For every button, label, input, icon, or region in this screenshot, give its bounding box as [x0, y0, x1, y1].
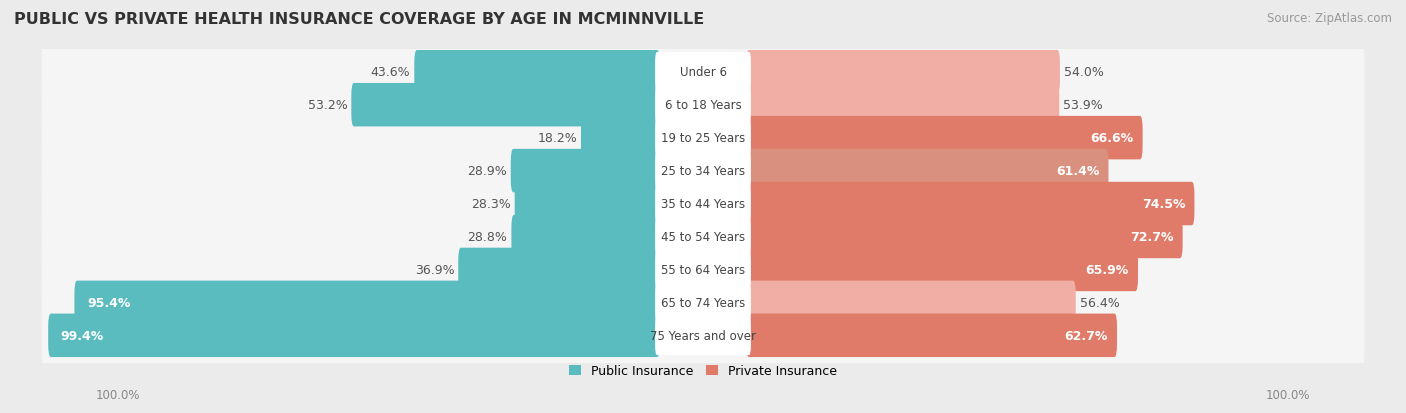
Text: 65.9%: 65.9% [1085, 263, 1129, 276]
Text: 28.9%: 28.9% [467, 165, 506, 178]
FancyBboxPatch shape [581, 116, 659, 160]
FancyBboxPatch shape [42, 199, 1364, 275]
Text: 100.0%: 100.0% [96, 388, 141, 401]
FancyBboxPatch shape [655, 316, 751, 355]
FancyBboxPatch shape [747, 314, 1116, 357]
FancyBboxPatch shape [75, 281, 659, 324]
FancyBboxPatch shape [655, 283, 751, 323]
FancyBboxPatch shape [747, 215, 1182, 259]
Text: 43.6%: 43.6% [371, 66, 411, 79]
FancyBboxPatch shape [42, 34, 1364, 111]
Text: Source: ZipAtlas.com: Source: ZipAtlas.com [1267, 12, 1392, 25]
FancyBboxPatch shape [352, 84, 659, 127]
Text: 6 to 18 Years: 6 to 18 Years [665, 99, 741, 112]
FancyBboxPatch shape [515, 183, 659, 226]
FancyBboxPatch shape [42, 67, 1364, 144]
Text: 61.4%: 61.4% [1056, 165, 1099, 178]
FancyBboxPatch shape [747, 51, 1060, 94]
Text: 35 to 44 Years: 35 to 44 Years [661, 197, 745, 211]
Legend: Public Insurance, Private Insurance: Public Insurance, Private Insurance [564, 359, 842, 382]
FancyBboxPatch shape [655, 53, 751, 92]
Text: 19 to 25 Years: 19 to 25 Years [661, 132, 745, 145]
Text: 28.8%: 28.8% [468, 230, 508, 243]
Text: 53.2%: 53.2% [308, 99, 347, 112]
FancyBboxPatch shape [42, 297, 1364, 374]
FancyBboxPatch shape [747, 84, 1059, 127]
FancyBboxPatch shape [42, 232, 1364, 308]
Text: 62.7%: 62.7% [1064, 329, 1108, 342]
FancyBboxPatch shape [42, 264, 1364, 341]
Text: 55 to 64 Years: 55 to 64 Years [661, 263, 745, 276]
Text: 75 Years and over: 75 Years and over [650, 329, 756, 342]
Text: 54.0%: 54.0% [1064, 66, 1104, 79]
FancyBboxPatch shape [655, 217, 751, 256]
Text: 65 to 74 Years: 65 to 74 Years [661, 296, 745, 309]
FancyBboxPatch shape [458, 248, 659, 292]
FancyBboxPatch shape [655, 250, 751, 290]
FancyBboxPatch shape [512, 215, 659, 259]
Text: 53.9%: 53.9% [1063, 99, 1102, 112]
FancyBboxPatch shape [510, 150, 659, 193]
Text: 99.4%: 99.4% [60, 329, 104, 342]
Text: 56.4%: 56.4% [1080, 296, 1119, 309]
Text: PUBLIC VS PRIVATE HEALTH INSURANCE COVERAGE BY AGE IN MCMINNVILLE: PUBLIC VS PRIVATE HEALTH INSURANCE COVER… [14, 12, 704, 27]
Text: 28.3%: 28.3% [471, 197, 510, 211]
FancyBboxPatch shape [747, 281, 1076, 324]
Text: Under 6: Under 6 [679, 66, 727, 79]
FancyBboxPatch shape [747, 150, 1108, 193]
FancyBboxPatch shape [655, 152, 751, 191]
FancyBboxPatch shape [747, 116, 1143, 160]
Text: 45 to 54 Years: 45 to 54 Years [661, 230, 745, 243]
Text: 25 to 34 Years: 25 to 34 Years [661, 165, 745, 178]
Text: 36.9%: 36.9% [415, 263, 454, 276]
FancyBboxPatch shape [655, 86, 751, 125]
Text: 100.0%: 100.0% [1265, 388, 1310, 401]
Text: 74.5%: 74.5% [1142, 197, 1185, 211]
FancyBboxPatch shape [415, 51, 659, 94]
FancyBboxPatch shape [655, 184, 751, 224]
FancyBboxPatch shape [655, 119, 751, 158]
FancyBboxPatch shape [747, 183, 1195, 226]
FancyBboxPatch shape [42, 133, 1364, 209]
Text: 18.2%: 18.2% [537, 132, 576, 145]
FancyBboxPatch shape [42, 100, 1364, 176]
Text: 95.4%: 95.4% [87, 296, 131, 309]
FancyBboxPatch shape [48, 314, 659, 357]
FancyBboxPatch shape [42, 166, 1364, 242]
Text: 66.6%: 66.6% [1090, 132, 1133, 145]
FancyBboxPatch shape [747, 248, 1137, 292]
Text: 72.7%: 72.7% [1130, 230, 1174, 243]
